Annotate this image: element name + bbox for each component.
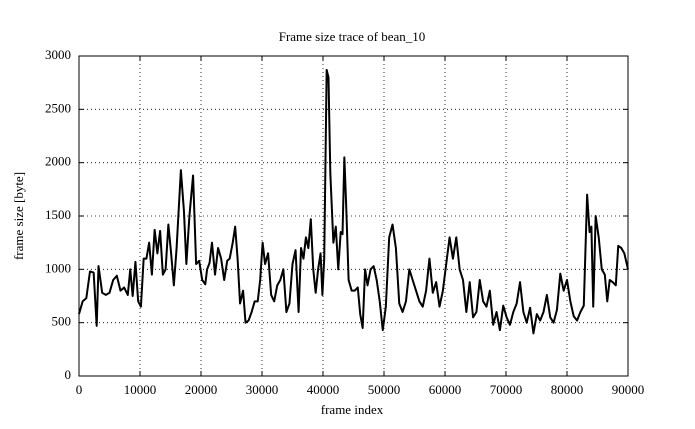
y-tick-label: 1500: [45, 207, 71, 222]
y-tick-label: 0: [65, 367, 72, 382]
x-tick-label: 30000: [246, 382, 279, 397]
x-tick-label: 40000: [307, 382, 340, 397]
x-tick-label: 0: [76, 382, 83, 397]
y-tick-label: 1000: [45, 260, 71, 275]
chart-title: Frame size trace of bean_10: [279, 29, 426, 44]
x-tick-label: 80000: [551, 382, 584, 397]
x-tick-label: 10000: [124, 382, 157, 397]
y-tick-label: 2500: [45, 100, 71, 115]
y-axis-label: frame size [byte]: [11, 172, 26, 260]
x-tick-label: 20000: [185, 382, 218, 397]
y-tick-label: 500: [52, 314, 72, 329]
y-tick-label: 3000: [45, 47, 71, 62]
x-tick-label: 70000: [490, 382, 523, 397]
plot-frame: [78, 55, 629, 377]
x-tick-label: 60000: [429, 382, 462, 397]
x-tick-label: 90000: [612, 382, 645, 397]
x-tick-label: 50000: [368, 382, 401, 397]
y-tick-label: 2000: [45, 154, 71, 169]
data-line: [78, 68, 629, 335]
x-axis-label: frame index: [321, 402, 384, 417]
